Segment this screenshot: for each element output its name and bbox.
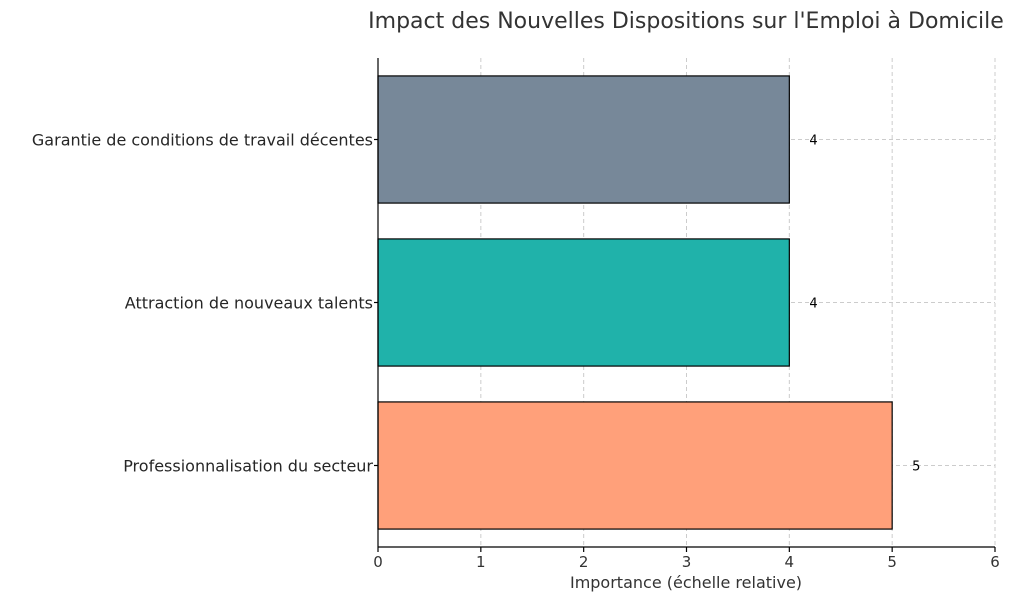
chart-title: Impact des Nouvelles Dispositions sur l'…	[368, 9, 1004, 34]
x-tick-label: 4	[785, 553, 795, 571]
bar	[377, 75, 790, 204]
bars	[377, 75, 893, 530]
x-tick-label: 1	[476, 553, 486, 571]
x-tick-label: 3	[682, 553, 692, 571]
category-label: Garantie de conditions de travail décent…	[32, 131, 373, 150]
x-tick-label: 6	[990, 553, 1000, 571]
x-axis-label: Importance (échelle relative)	[570, 573, 802, 592]
x-tick-label: 2	[579, 553, 589, 571]
axes	[374, 58, 996, 552]
data-label: 4	[809, 134, 817, 149]
category-label: Professionnalisation du secteur	[123, 457, 373, 476]
data-label: 4	[809, 297, 817, 312]
labels: 5 Professionnalisation du secteur 4 Attract…	[32, 131, 1000, 572]
bar	[377, 238, 790, 367]
category-label: Attraction de nouveaux talents	[125, 294, 373, 313]
data-label: 5	[912, 460, 920, 475]
bar	[377, 401, 893, 530]
x-tick-label: 5	[887, 553, 897, 571]
x-tick-label: 0	[373, 553, 383, 571]
